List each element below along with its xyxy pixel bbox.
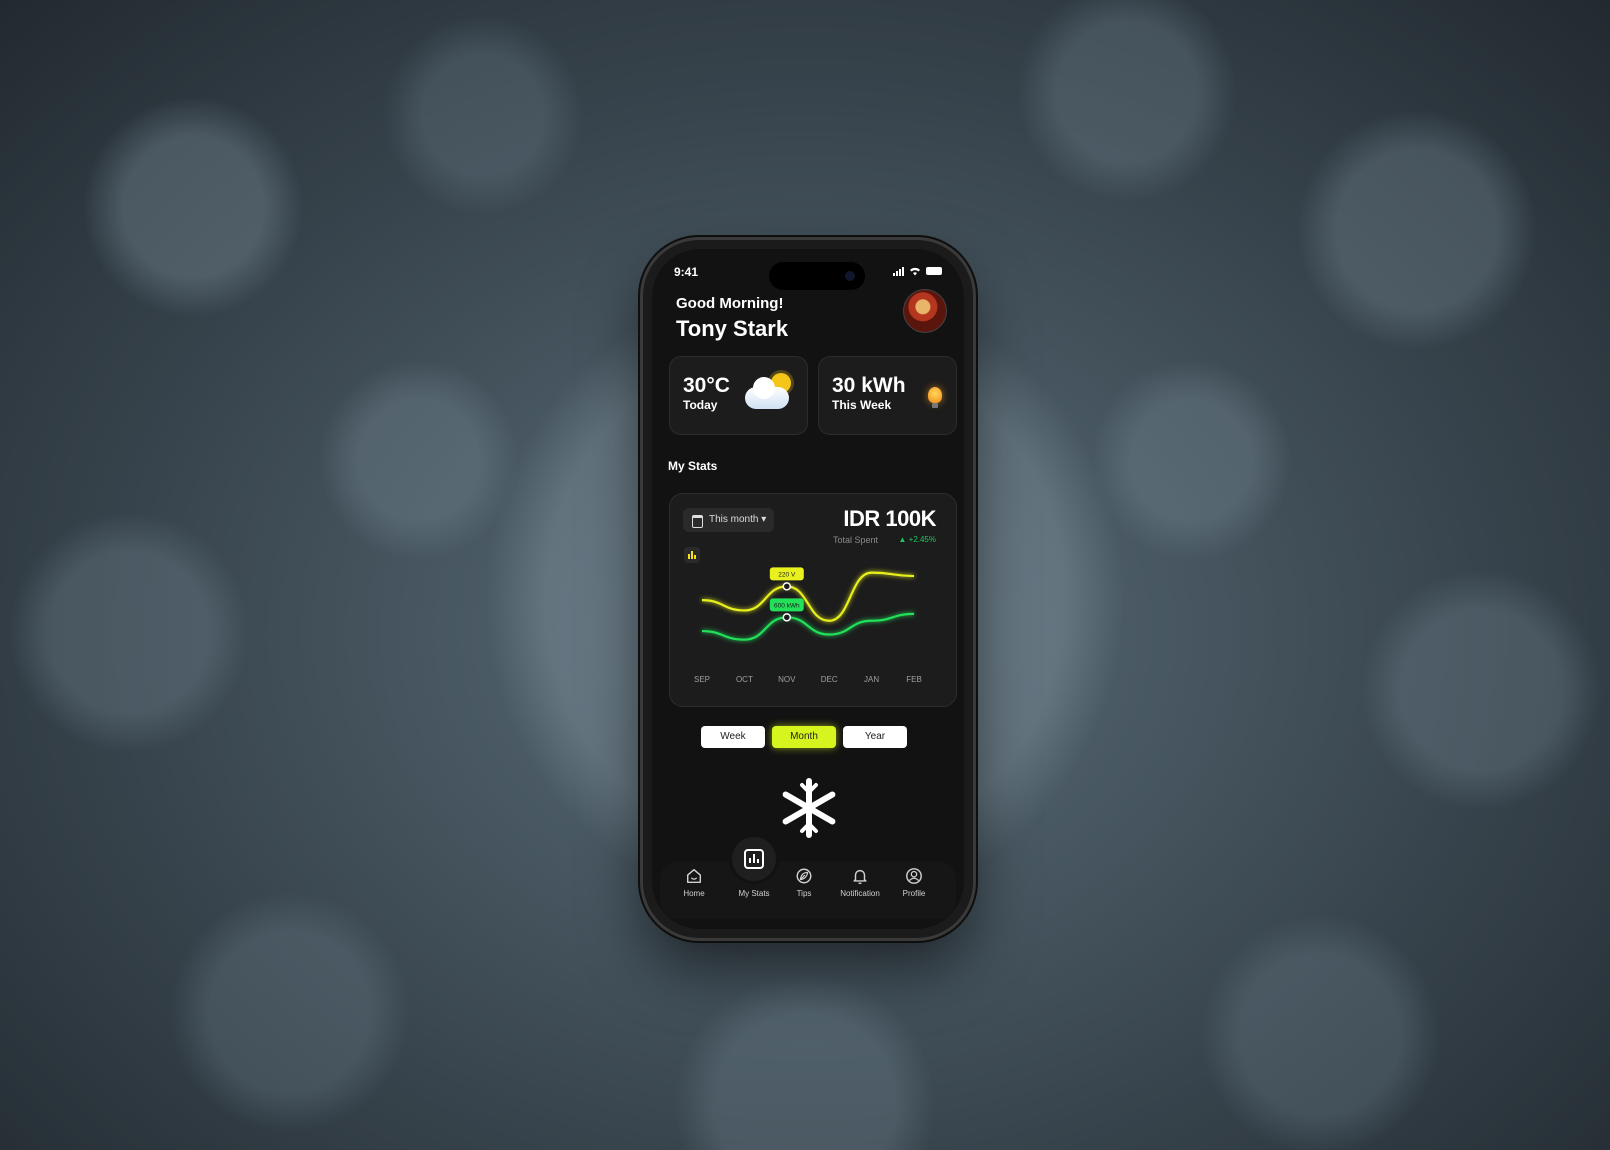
lightbulb-icon <box>928 387 942 408</box>
status-time: 9:41 <box>674 265 699 279</box>
series-line-1 <box>701 612 915 641</box>
x-tick-label: FEB <box>906 675 922 684</box>
dynamic-island <box>769 262 865 290</box>
status-bar: 9:41 <box>652 262 964 290</box>
profile-icon <box>906 868 922 884</box>
tab-tips-label: Tips <box>796 889 812 898</box>
stats-chart-card: This month ▾ IDR 100K Total Spent ▲ +2.4… <box>669 493 957 707</box>
annotation-point-1[interactable] <box>782 613 792 622</box>
tab-notification-label: Notification <box>840 889 880 898</box>
x-tick-label: DEC <box>821 675 838 684</box>
x-tick-label: SEP <box>694 675 710 684</box>
user-name: Tony Stark <box>676 316 789 341</box>
bar-chart-icon[interactable] <box>684 547 700 563</box>
signal-icon <box>893 266 904 276</box>
phone-frame: 9:41 Good Morning! Tony Stark 30°C Today… <box>643 240 973 938</box>
energy-value: 30 kWh <box>832 374 906 397</box>
tab-tips[interactable]: Tips <box>776 867 832 898</box>
tab-my-stats[interactable]: My Stats <box>726 889 782 898</box>
x-tick-label: JAN <box>864 675 879 684</box>
cloud-icon <box>745 377 789 409</box>
calendar-icon <box>692 515 703 528</box>
stats-fab-button[interactable] <box>732 837 776 881</box>
energy-label: This Week <box>832 398 892 412</box>
camera-icon <box>845 271 855 281</box>
weather-card[interactable]: 30°C Today <box>669 356 808 435</box>
tab-profile-label: Profile <box>902 889 926 898</box>
annotation-tag-1 <box>769 598 804 612</box>
tab-my-stats-label: My Stats <box>738 889 770 898</box>
annotation-tag-0 <box>769 567 804 581</box>
total-change: ▲ +2.45% <box>898 535 937 544</box>
wifi-icon <box>910 267 920 276</box>
x-tick-label: NOV <box>778 675 796 684</box>
app-screen: 9:41 Good Morning! Tony Stark 30°C Today… <box>652 249 964 929</box>
battery-icon <box>926 267 942 275</box>
annotation-point-0[interactable] <box>782 582 792 591</box>
total-amount: IDR 100K <box>843 506 936 531</box>
leaf-icon <box>796 868 812 884</box>
period-label: This month ▾ <box>709 514 767 525</box>
period-dropdown[interactable]: This month ▾ <box>683 508 775 532</box>
tab-home-label: Home <box>683 889 705 898</box>
bell-icon <box>853 869 867 885</box>
section-title-my-stats: My Stats <box>668 459 718 473</box>
range-toggle: Week Month Year <box>652 726 964 748</box>
greeting-text: Good Morning! <box>676 295 784 312</box>
energy-card[interactable]: 30 kWh This Week <box>818 356 957 435</box>
total-spent-label: Total Spent <box>832 535 878 545</box>
system-icons <box>893 266 942 276</box>
temperature-label: Today <box>683 398 718 412</box>
annotation-label-0: 220 V <box>778 571 796 578</box>
series-line-0 <box>701 571 915 622</box>
line-chart: 220 V 600 kWh SEP OCT NOV DEC JAN FEB <box>694 567 922 684</box>
temperature-value: 30°C <box>683 374 730 397</box>
snowflake-icon <box>782 778 836 838</box>
avatar[interactable] <box>903 289 947 333</box>
tab-profile[interactable]: Profile <box>886 867 942 898</box>
x-tick-label: OCT <box>736 675 753 684</box>
toggle-year[interactable]: Year <box>843 726 907 748</box>
total-change-value: +2.45% <box>908 535 936 544</box>
tab-home[interactable]: Home <box>666 867 722 898</box>
toggle-month[interactable]: Month <box>772 726 836 748</box>
home-icon <box>686 868 702 884</box>
tab-notification[interactable]: Notification <box>832 867 888 898</box>
stats-icon <box>744 849 764 869</box>
annotation-label-1: 600 kWh <box>774 602 800 609</box>
toggle-week[interactable]: Week <box>701 726 765 748</box>
bottom-tab-bar: Home My Stats Tips Notification Profile <box>660 837 956 919</box>
